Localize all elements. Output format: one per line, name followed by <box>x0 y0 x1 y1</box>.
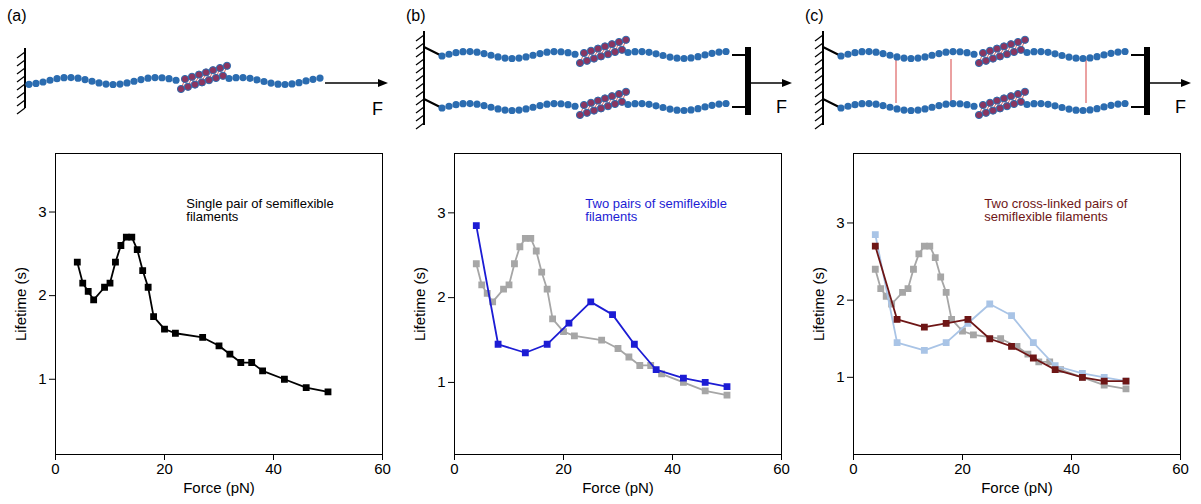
svg-text:(b): (b) <box>406 7 426 24</box>
svg-text:3: 3 <box>836 214 844 231</box>
svg-text:60: 60 <box>1172 460 1189 477</box>
svg-text:2: 2 <box>836 291 844 308</box>
svg-text:(a): (a) <box>7 7 27 24</box>
svg-text:1: 1 <box>836 368 844 385</box>
svg-text:20: 20 <box>156 460 173 477</box>
svg-text:1: 1 <box>437 373 445 390</box>
svg-text:Lifetime (s): Lifetime (s) <box>810 267 827 341</box>
svg-text:F: F <box>776 97 787 117</box>
svg-text:Two pairs of semiflexiblefilam: Two pairs of semiflexiblefilaments <box>585 196 727 224</box>
svg-text:Force (pN): Force (pN) <box>582 479 654 496</box>
svg-text:0: 0 <box>51 460 59 477</box>
svg-text:40: 40 <box>1063 460 1080 477</box>
svg-text:2: 2 <box>437 288 445 305</box>
svg-text:Two cross-linked pairs ofsemif: Two cross-linked pairs ofsemiflexible fi… <box>984 196 1127 224</box>
svg-text:20: 20 <box>954 460 971 477</box>
svg-text:20: 20 <box>555 460 572 477</box>
svg-text:0: 0 <box>849 460 857 477</box>
svg-text:F: F <box>1175 97 1186 117</box>
svg-text:Force (pN): Force (pN) <box>183 479 255 496</box>
svg-text:(c): (c) <box>805 7 824 24</box>
svg-text:Single pair of semiflexiblefil: Single pair of semiflexiblefilaments <box>186 196 333 224</box>
svg-text:1: 1 <box>38 370 46 387</box>
svg-text:0: 0 <box>450 460 458 477</box>
svg-text:3: 3 <box>38 203 46 220</box>
svg-text:Lifetime (s): Lifetime (s) <box>12 267 29 341</box>
svg-text:40: 40 <box>664 460 681 477</box>
svg-text:F: F <box>372 99 383 119</box>
svg-text:60: 60 <box>773 460 790 477</box>
svg-text:3: 3 <box>437 204 445 221</box>
svg-text:40: 40 <box>265 460 282 477</box>
svg-text:Force (pN): Force (pN) <box>981 479 1053 496</box>
svg-text:60: 60 <box>374 460 391 477</box>
svg-text:Lifetime (s): Lifetime (s) <box>411 267 428 341</box>
svg-text:2: 2 <box>38 286 46 303</box>
